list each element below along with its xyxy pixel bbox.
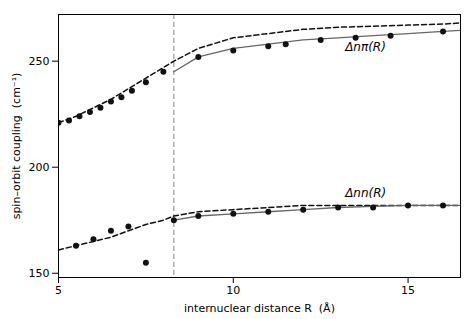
svg-text:250: 250 (29, 55, 50, 68)
svg-text:Δnn(R): Δnn(R) (344, 186, 386, 200)
svg-text:150: 150 (29, 267, 50, 280)
svg-text:spin–orbit coupling (cm⁻¹): spin–orbit coupling (cm⁻¹) (10, 73, 23, 220)
svg-text:5: 5 (55, 284, 62, 297)
svg-text:Δnπ(R): Δnπ(R) (344, 40, 386, 54)
svg-text:internuclear distance R (Å): internuclear distance R (Å) (184, 302, 335, 315)
svg-text:15: 15 (401, 284, 415, 297)
svg-text:200: 200 (29, 161, 50, 174)
svg-text:10: 10 (226, 284, 240, 297)
